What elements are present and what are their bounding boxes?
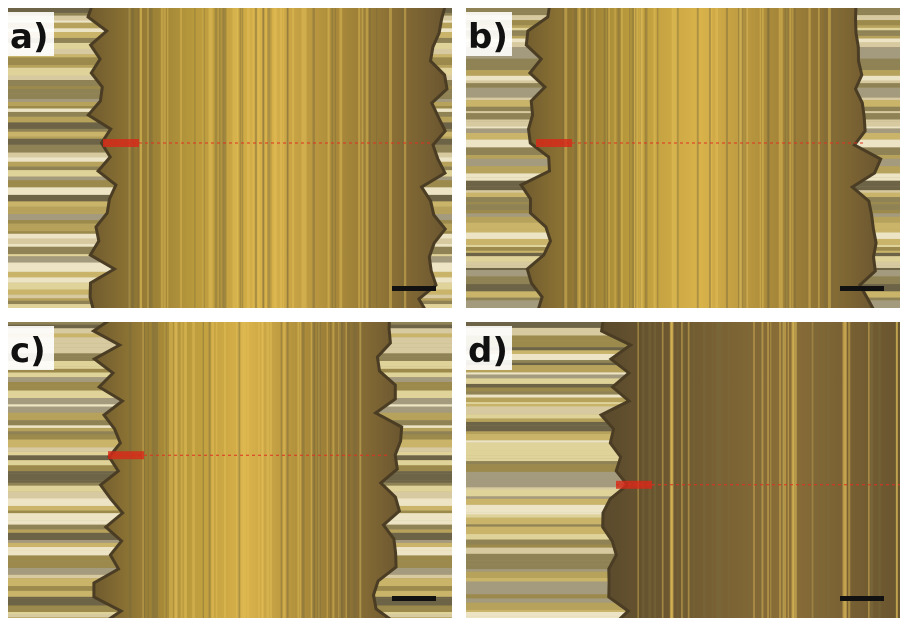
panel-content — [8, 3, 452, 313]
panel-label: b) — [468, 17, 508, 57]
panel-content — [466, 3, 900, 313]
micrograph-panel: a) — [8, 3, 452, 313]
panels: a) b) c) d) — [8, 3, 906, 623]
panel-content — [8, 315, 452, 623]
panel-label: a) — [10, 17, 48, 57]
panel-label: c) — [10, 331, 46, 371]
panel-label: d) — [468, 331, 508, 371]
measure-marker — [108, 451, 144, 459]
scale-bar — [840, 596, 884, 601]
scale-bar — [392, 596, 436, 601]
micrograph-panel: c) — [8, 315, 452, 623]
scale-bar — [392, 286, 436, 291]
micrograph-panel: d) — [466, 315, 906, 623]
scale-bar — [840, 286, 884, 291]
panel-content — [466, 315, 906, 623]
micrograph-panel: b) — [466, 3, 900, 313]
measure-marker — [103, 139, 139, 147]
page: a)b)c)d) (() => { const data = JSON.pars… — [0, 0, 906, 623]
micrograph-figure: a) b) c) d) — [0, 0, 906, 623]
measure-marker — [616, 481, 652, 489]
measure-marker — [536, 139, 572, 147]
